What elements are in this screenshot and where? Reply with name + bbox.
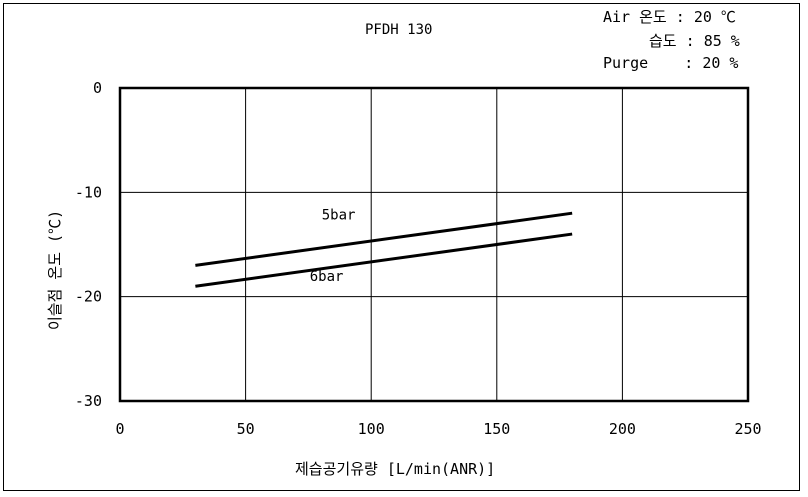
plot-area: [118, 86, 750, 403]
y-tick-label: 0: [93, 79, 102, 97]
purge-condition: Purge : 20 %: [603, 54, 739, 72]
x-axis-label: 제습공기유량 [L/min(ANR)]: [295, 460, 496, 478]
tick-labels: 0 50 100 150 200 250 0 -10 -20 -30: [75, 79, 762, 438]
series-line-5bar: [195, 211, 573, 267]
series-line-6bar: [195, 232, 573, 288]
x-tick-label: 150: [483, 420, 510, 438]
x-tick-label: 0: [115, 420, 124, 438]
series: [195, 211, 573, 288]
series-label-6bar: 6bar: [310, 269, 344, 285]
y-axis-label: 이슬점 온도 (℃): [46, 209, 64, 330]
y-tick-label: -10: [75, 183, 102, 201]
y-tick-label: -30: [75, 392, 102, 410]
air-temp-condition: Air 온도 : 20 ℃: [603, 8, 736, 26]
x-tick-label: 200: [609, 420, 636, 438]
series-labels: 5bar 6bar: [310, 207, 356, 285]
chart-frame: [3, 3, 800, 491]
series-label-5bar: 5bar: [322, 207, 356, 223]
humidity-condition: 습도 : 85 %: [649, 32, 740, 50]
x-tick-label: 50: [237, 420, 255, 438]
x-tick-label: 100: [358, 420, 385, 438]
chart-title: PFDH 130: [365, 22, 433, 38]
y-tick-label: -20: [75, 288, 102, 306]
grid: [120, 88, 748, 401]
x-tick-label: 250: [734, 420, 761, 438]
